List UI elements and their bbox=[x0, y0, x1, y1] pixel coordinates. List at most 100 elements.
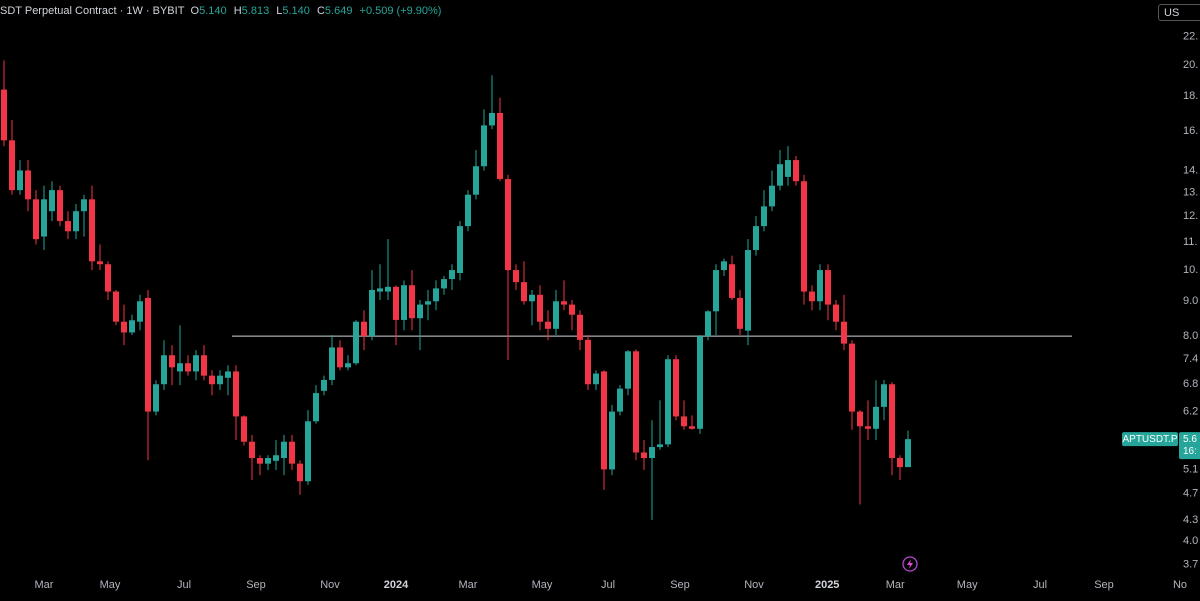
candle-body bbox=[657, 444, 663, 448]
y-tick-label: 16. bbox=[1183, 125, 1198, 137]
x-tick-label: Nov bbox=[320, 579, 340, 591]
candle-body bbox=[137, 301, 143, 322]
candle-body bbox=[505, 179, 511, 271]
candle-body bbox=[601, 371, 607, 470]
candle-body bbox=[841, 321, 847, 344]
candle-body bbox=[745, 250, 751, 331]
candle-body bbox=[577, 314, 583, 340]
candle-body bbox=[345, 363, 351, 368]
candle-body bbox=[769, 185, 775, 207]
candle-body bbox=[873, 406, 879, 429]
candle-body bbox=[297, 463, 303, 482]
x-tick-label: May bbox=[100, 579, 121, 591]
ohlc-key: L bbox=[276, 5, 283, 17]
candle-body bbox=[457, 226, 463, 274]
candle-body bbox=[409, 285, 415, 319]
x-tick-label: No bbox=[1173, 579, 1187, 591]
candle-body bbox=[305, 421, 311, 482]
candle-body bbox=[553, 301, 559, 329]
candle-body bbox=[489, 112, 495, 126]
candle-body bbox=[377, 288, 383, 292]
header: SDT Perpetual Contract · 1W · BYBIT O5.1… bbox=[0, 5, 445, 17]
candle-body bbox=[585, 339, 591, 385]
candle-body bbox=[433, 288, 439, 302]
candle-body bbox=[313, 393, 319, 422]
candle-body bbox=[337, 347, 343, 368]
x-tick-label: Sep bbox=[670, 579, 690, 591]
candle-body bbox=[153, 384, 159, 412]
candle-body bbox=[193, 355, 199, 372]
candle-body bbox=[185, 363, 191, 372]
candle-body bbox=[681, 416, 687, 427]
candle-body bbox=[289, 441, 295, 464]
x-tick-label: May bbox=[532, 579, 553, 591]
y-tick-label: 22. bbox=[1183, 31, 1198, 43]
x-tick-label: Sep bbox=[1094, 579, 1114, 591]
candle-body bbox=[809, 291, 815, 302]
candle-body bbox=[633, 351, 639, 453]
candle-body bbox=[233, 371, 239, 417]
candle-body bbox=[169, 355, 175, 368]
ohlc-value: 5.649 bbox=[324, 5, 353, 17]
candle-body bbox=[665, 359, 671, 445]
y-tick-label: 4.7 bbox=[1183, 487, 1198, 499]
candle-body bbox=[721, 261, 727, 271]
candle-body bbox=[897, 458, 903, 468]
candle-body bbox=[41, 199, 47, 237]
y-tick-label: 6.8 bbox=[1183, 378, 1198, 390]
y-tick-label: 3.7 bbox=[1183, 558, 1198, 570]
candle-body bbox=[649, 447, 655, 459]
x-tick-label: Jul bbox=[1033, 579, 1047, 591]
currency-button[interactable]: US bbox=[1158, 4, 1200, 21]
candle-body bbox=[105, 264, 111, 292]
candle-body bbox=[113, 291, 119, 322]
x-tick-label: Sep bbox=[246, 579, 266, 591]
candle-body bbox=[689, 426, 695, 429]
candle-body bbox=[441, 279, 447, 289]
candle-body bbox=[241, 416, 247, 442]
change: +0.509 (+9.90%) bbox=[359, 5, 442, 17]
candle-body bbox=[177, 363, 183, 372]
candle-body bbox=[465, 194, 471, 227]
candle-body bbox=[161, 355, 167, 385]
candle-body bbox=[905, 439, 911, 468]
candle-body bbox=[129, 320, 135, 333]
ohlc-key: H bbox=[233, 5, 242, 17]
candle-body bbox=[729, 264, 735, 298]
candle-body bbox=[89, 199, 95, 262]
candle-body bbox=[641, 452, 647, 459]
candle-body bbox=[849, 343, 855, 412]
y-tick-label: 13. bbox=[1183, 186, 1198, 198]
candle-body bbox=[425, 301, 431, 305]
candle-body bbox=[785, 160, 791, 177]
candle-body bbox=[9, 140, 15, 191]
candle-body bbox=[121, 321, 127, 333]
candle-body bbox=[609, 411, 615, 470]
x-tick-label: Mar bbox=[459, 579, 478, 591]
candle-body bbox=[673, 359, 679, 417]
candle-body bbox=[97, 261, 103, 265]
candle-body bbox=[385, 286, 391, 292]
candle-body bbox=[73, 211, 79, 232]
y-tick-label: 5.1 bbox=[1183, 463, 1198, 475]
y-tick-label: 12. bbox=[1183, 210, 1198, 222]
ohlc-key: C bbox=[316, 5, 325, 17]
candle-body bbox=[1, 89, 7, 141]
candle-body bbox=[705, 311, 711, 337]
candle-body bbox=[793, 160, 799, 182]
ohlc-value: 5.813 bbox=[241, 5, 270, 17]
candle-body bbox=[497, 112, 503, 180]
candle-body bbox=[361, 321, 367, 337]
candle-body bbox=[561, 301, 567, 305]
candle-body bbox=[81, 199, 87, 212]
candle-body bbox=[817, 270, 823, 302]
y-tick-label: 7.4 bbox=[1183, 353, 1198, 365]
candle-body bbox=[249, 441, 255, 459]
countdown-label: 16: bbox=[1183, 446, 1197, 457]
x-tick-label: Jul bbox=[601, 579, 615, 591]
price-tag-label: 5.6 bbox=[1183, 434, 1197, 445]
candle-body bbox=[281, 441, 287, 459]
candle-body bbox=[273, 455, 279, 461]
candle-body bbox=[753, 226, 759, 251]
candle-body bbox=[145, 297, 151, 412]
